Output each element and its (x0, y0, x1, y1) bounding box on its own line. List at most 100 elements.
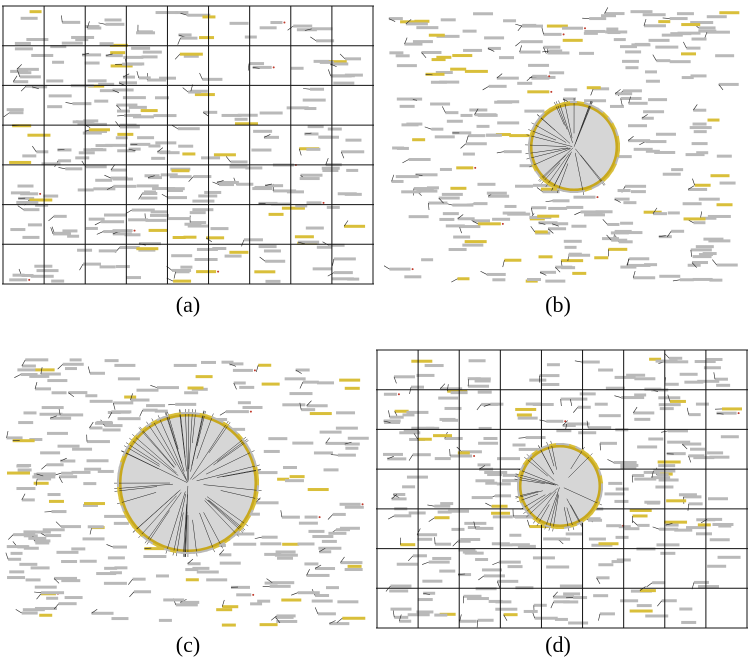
label-mark (152, 187, 176, 191)
lens-leader (545, 153, 570, 188)
leader-line (451, 278, 458, 283)
label-mark (30, 566, 50, 570)
label-mark (720, 435, 739, 439)
label-mark (466, 597, 489, 601)
highlighted-label (719, 11, 740, 15)
label-mark (495, 607, 518, 611)
leader-line (586, 420, 589, 428)
leader-line (17, 205, 24, 210)
label-mark (406, 410, 429, 414)
leader-line (467, 379, 470, 387)
lens-leader (555, 101, 568, 130)
label-mark (423, 591, 436, 595)
highlighted-label (234, 122, 258, 126)
label-mark (513, 515, 534, 519)
label-mark (39, 412, 63, 416)
label-mark (416, 189, 438, 193)
point-marker (39, 192, 42, 195)
lens-leader (203, 512, 223, 549)
label-mark (643, 470, 660, 474)
leader-line (652, 526, 660, 530)
label-mark (337, 453, 356, 457)
label-mark (532, 556, 555, 560)
figure-panel-b (384, 7, 740, 283)
lens-leader (187, 409, 193, 481)
label-mark (323, 468, 339, 472)
label-mark (488, 194, 510, 198)
label-mark (20, 16, 38, 20)
label-mark (131, 46, 151, 50)
label-mark (312, 535, 334, 539)
label-mark (598, 368, 614, 372)
label-mark (328, 531, 347, 535)
label-mark (244, 35, 257, 39)
label-mark (636, 604, 652, 608)
label-mark (637, 523, 650, 527)
label-mark (499, 56, 515, 60)
label-mark (517, 81, 533, 85)
label-mark (330, 62, 349, 66)
boundary-label (594, 501, 601, 510)
highlighted-label (277, 477, 290, 481)
label-mark (439, 167, 452, 171)
label-mark (68, 391, 88, 395)
label-mark (501, 479, 518, 483)
label-mark (286, 106, 309, 110)
label-mark (250, 602, 263, 606)
label-mark (87, 26, 102, 30)
label-mark (150, 210, 168, 214)
highlighted-label (457, 277, 470, 281)
label-mark (688, 413, 701, 417)
label-mark (468, 384, 490, 388)
label-mark (264, 552, 282, 556)
lens-leader (144, 492, 182, 544)
label-mark (59, 475, 78, 479)
label-mark (82, 537, 105, 541)
label-mark (477, 390, 492, 394)
leader-line (89, 421, 94, 429)
boundary-label (556, 527, 564, 529)
label-mark (147, 78, 167, 82)
leader-line (5, 552, 9, 560)
label-mark (23, 411, 37, 415)
label-mark (115, 265, 130, 269)
label-mark (615, 535, 629, 539)
label-mark (412, 554, 427, 558)
boundary-label (549, 184, 558, 190)
lens (525, 97, 621, 196)
label-mark (85, 25, 100, 29)
point-marker (737, 412, 740, 415)
label-mark (658, 464, 676, 468)
boundary-label (536, 445, 545, 452)
highlighted-label (194, 93, 215, 97)
label-mark (295, 368, 310, 372)
leader-line (425, 74, 433, 76)
label-mark (104, 359, 119, 363)
label-mark (633, 411, 655, 415)
label-mark (177, 127, 200, 131)
label-mark (382, 452, 403, 456)
label-mark (307, 125, 324, 129)
leader-line (471, 220, 478, 225)
boundary-label (614, 156, 619, 166)
label-mark (716, 263, 738, 267)
label-mark (485, 481, 498, 485)
leader-line (87, 21, 90, 29)
label-mark (659, 527, 679, 531)
boundary-label (586, 452, 594, 460)
label-mark (293, 24, 313, 28)
highlighted-label (6, 471, 30, 475)
leader-line (108, 412, 113, 419)
label-mark (624, 527, 640, 531)
highlighted-label (425, 72, 445, 76)
label-mark (275, 550, 296, 554)
label-mark (83, 148, 107, 152)
leader-line (91, 608, 98, 614)
leader-line (555, 266, 561, 273)
label-mark (116, 109, 130, 113)
label-mark (430, 80, 447, 84)
label-mark (421, 258, 434, 262)
label-mark (393, 375, 415, 379)
leader-line (526, 76, 533, 82)
label-mark (593, 594, 609, 598)
